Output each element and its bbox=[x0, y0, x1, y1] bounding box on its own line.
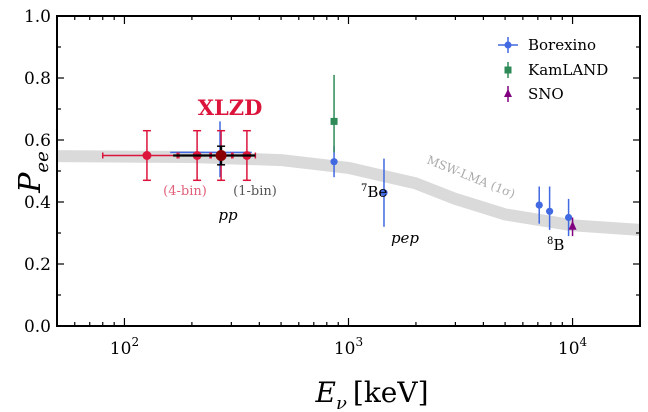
legend-label-kamland: KamLAND bbox=[528, 61, 608, 79]
legend-marker-borexino bbox=[504, 41, 512, 49]
y-axis-label-main: P bbox=[13, 172, 48, 194]
y-tick-label-3: 0.6 bbox=[24, 131, 51, 151]
x-tick-label-exp: 4 bbox=[580, 335, 588, 349]
annotation-b8-mass: 8 bbox=[547, 236, 553, 247]
annotation-b8: 8B bbox=[547, 236, 564, 254]
borexino-1-point bbox=[380, 189, 388, 197]
y-axis-label: Pee bbox=[13, 151, 53, 194]
x-axis-label: Eν [keV] bbox=[314, 376, 428, 412]
annotation-4bin: (4-bin) bbox=[163, 184, 207, 199]
x-tick-label-0: 102 bbox=[110, 335, 139, 359]
x-tick-label-base: 10 bbox=[334, 339, 356, 359]
x-tick-label-exp: 3 bbox=[356, 335, 364, 349]
msw-lma-band bbox=[56, 150, 641, 236]
sno-0-point bbox=[568, 220, 577, 230]
x-tick-label-base: 10 bbox=[110, 339, 132, 359]
y-tick-label-2: 0.4 bbox=[24, 193, 51, 213]
annotation-pep: pep bbox=[391, 229, 419, 247]
legend-marker-kamland bbox=[504, 66, 512, 74]
borexino-2-point bbox=[535, 201, 543, 209]
y-axis-label-sub: ee bbox=[32, 151, 53, 172]
x-tick-label-2: 104 bbox=[558, 335, 588, 359]
borexino-0-point bbox=[330, 158, 338, 166]
legend-item-sno: SNO bbox=[504, 85, 564, 103]
data-layer bbox=[101, 74, 577, 237]
y-tick-label-1: 0.2 bbox=[24, 255, 51, 275]
x-tick-label-exp: 2 bbox=[131, 335, 139, 349]
y-tick-label-5: 1.0 bbox=[24, 7, 51, 27]
xlzd-4bin-point-0 bbox=[142, 151, 152, 160]
y-tick-label-4: 0.8 bbox=[24, 69, 51, 89]
legend-label-sno: SNO bbox=[528, 85, 564, 103]
legend-item-kamland: KamLAND bbox=[504, 61, 608, 79]
xlzd-1bin-point bbox=[215, 150, 227, 161]
annotation-b8-element: B bbox=[553, 236, 564, 254]
legend-item-borexino: Borexino bbox=[498, 36, 596, 54]
msw-lma-band-layer bbox=[56, 150, 641, 236]
annotation-be7-mass: 7 bbox=[361, 183, 367, 194]
y-tick-label-0: 0.0 bbox=[24, 317, 51, 337]
x-axis-label-sub: ν bbox=[336, 393, 347, 412]
legend: Borexino KamLAND SNO bbox=[498, 36, 608, 103]
annotation-be7-element: Be bbox=[367, 183, 387, 201]
legend-label-borexino: Borexino bbox=[528, 36, 596, 54]
annotation-1bin: (1-bin) bbox=[233, 184, 277, 199]
annotation-be7: 7Be bbox=[361, 183, 387, 201]
svg-text:Pee: Pee bbox=[13, 151, 53, 194]
borexino-3-point bbox=[546, 207, 554, 215]
x-axis-label-main: E bbox=[314, 376, 335, 409]
legend-marker-sno bbox=[504, 89, 512, 97]
annotation-pp: pp bbox=[218, 206, 238, 224]
x-tick-label-base: 10 bbox=[558, 339, 580, 359]
x-axis-label-unit: [keV] bbox=[353, 376, 429, 409]
plot-frame bbox=[56, 15, 641, 327]
x-tick-label-1: 103 bbox=[334, 335, 363, 359]
borexino-4-point bbox=[564, 213, 573, 222]
kamland-0-point bbox=[330, 117, 338, 125]
xlzd-label: XLZD bbox=[198, 95, 263, 120]
